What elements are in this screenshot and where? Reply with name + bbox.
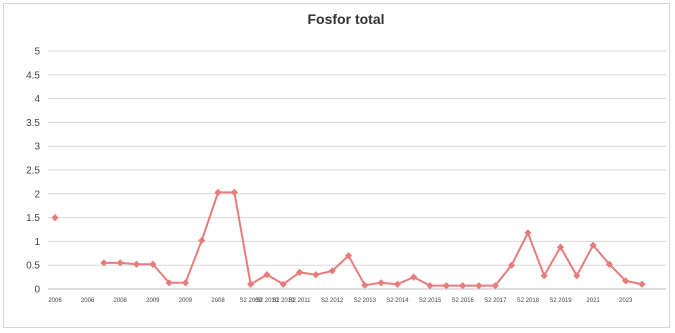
data-point: [361, 281, 369, 289]
y-tick-label: 3.5: [26, 118, 40, 129]
data-point: [556, 243, 565, 251]
data-point: [132, 260, 141, 268]
y-tick-label: 5: [34, 47, 40, 58]
data-point: [312, 271, 320, 279]
data-point: [507, 261, 516, 269]
data-point: [279, 280, 287, 288]
x-tick-label: 2009: [146, 298, 160, 304]
x-tick-label: S2 2011: [289, 298, 312, 304]
data-point: [475, 282, 483, 290]
data-point: [214, 188, 222, 196]
data-point: [459, 282, 467, 290]
data-point: [149, 260, 157, 268]
x-tick-label: S2 2010: [256, 298, 279, 304]
chart-title: Fosfor total: [308, 11, 385, 27]
x-tick-label: S2 2017: [484, 298, 507, 304]
data-point: [573, 272, 581, 280]
x-tick-label: 2023: [619, 298, 633, 304]
series-fosfor-total: [51, 188, 646, 290]
x-tick-label: S2 2018: [517, 298, 540, 304]
data-point: [165, 279, 173, 287]
y-tick-label: 2: [34, 189, 40, 200]
x-tick-label: S2 2013: [354, 298, 377, 304]
data-point: [377, 279, 385, 287]
data-point: [491, 282, 499, 290]
gridlines: [48, 50, 666, 290]
data-point: [589, 241, 597, 249]
data-point: [263, 271, 271, 279]
data-point: [638, 280, 646, 288]
data-point: [181, 279, 190, 287]
x-tick-label: 2006: [81, 298, 95, 304]
x-tick-label: S2 2009: [239, 298, 262, 304]
y-tick-label: 2.5: [26, 166, 40, 177]
data-point: [410, 273, 418, 281]
data-point: [116, 259, 124, 267]
x-tick-label: S2 2016: [451, 298, 474, 304]
x-tick-label: S2 2014: [386, 298, 409, 304]
x-tick-label: S2 2012: [321, 298, 344, 304]
data-point: [295, 268, 304, 276]
y-tick-label: 0.5: [26, 261, 40, 272]
y-tick-label: 3: [34, 142, 40, 153]
x-tick-label: 2008: [114, 298, 128, 304]
data-point: [100, 259, 108, 267]
chart-frame: [3, 3, 670, 328]
data-point: [247, 280, 255, 288]
data-point: [328, 267, 336, 275]
data-point: [426, 282, 434, 290]
y-tick-label: 0: [34, 285, 40, 296]
data-point: [524, 229, 532, 237]
x-tick-label: 2006: [48, 298, 62, 304]
data-point: [198, 236, 206, 245]
data-point: [605, 260, 613, 268]
x-tick-label: S2 2010: [272, 298, 295, 304]
y-tick-label: 4.5: [26, 70, 40, 81]
series-line: [103, 191, 643, 287]
x-tick-label: S2 2015: [419, 298, 442, 304]
y-tick-label: 1: [34, 237, 40, 248]
y-axis-ticks: 0 0.5 1 1.5 2 2.5 3 3.5 4 4.5 5: [26, 47, 40, 296]
data-point: [622, 277, 630, 285]
data-point: [230, 188, 238, 196]
data-point: [51, 214, 59, 222]
data-point: [344, 252, 353, 260]
x-tick-label: 2009: [179, 298, 193, 304]
data-point: [442, 282, 450, 290]
data-point: [540, 272, 548, 280]
x-tick-label: 2008: [211, 298, 225, 304]
y-tick-label: 4: [34, 94, 40, 105]
x-tick-label: S2 2019: [549, 298, 572, 304]
y-tick-label: 1.5: [26, 213, 40, 224]
x-tick-label: 2021: [586, 298, 600, 304]
data-point: [393, 280, 402, 288]
